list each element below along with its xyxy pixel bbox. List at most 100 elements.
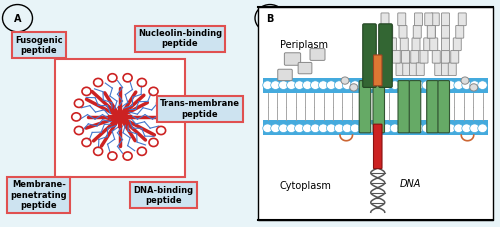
Text: A: A [14,14,21,24]
Circle shape [382,124,392,133]
FancyBboxPatch shape [424,38,432,51]
FancyBboxPatch shape [412,38,420,51]
Circle shape [430,81,440,89]
Text: Nucleolin-binding
peptide: Nucleolin-binding peptide [138,29,222,48]
FancyBboxPatch shape [284,53,300,65]
FancyBboxPatch shape [442,38,450,51]
FancyBboxPatch shape [379,24,392,87]
Text: B: B [266,14,274,24]
FancyBboxPatch shape [438,81,450,133]
FancyBboxPatch shape [310,49,325,60]
Circle shape [310,124,320,133]
FancyBboxPatch shape [381,13,389,26]
Circle shape [294,124,304,133]
FancyBboxPatch shape [432,50,440,63]
Circle shape [462,81,471,89]
Circle shape [318,124,328,133]
FancyBboxPatch shape [278,69,292,81]
FancyBboxPatch shape [388,38,396,51]
FancyBboxPatch shape [414,13,422,26]
FancyBboxPatch shape [55,59,185,177]
Circle shape [334,81,344,89]
Circle shape [358,81,368,89]
Circle shape [446,81,456,89]
FancyBboxPatch shape [399,25,407,38]
FancyBboxPatch shape [398,13,406,26]
Circle shape [478,81,487,89]
FancyBboxPatch shape [428,25,436,38]
Circle shape [342,124,352,133]
FancyBboxPatch shape [400,38,408,51]
FancyBboxPatch shape [411,50,419,63]
Circle shape [470,124,480,133]
Circle shape [446,124,456,133]
Circle shape [286,81,296,89]
FancyBboxPatch shape [298,62,312,74]
Text: Fusogenic
peptide: Fusogenic peptide [15,36,62,55]
FancyBboxPatch shape [451,50,459,63]
FancyBboxPatch shape [396,63,404,76]
FancyBboxPatch shape [392,50,400,63]
Text: Periplasm: Periplasm [280,40,328,50]
Circle shape [470,81,480,89]
Circle shape [461,77,469,84]
FancyBboxPatch shape [373,81,384,133]
Circle shape [358,124,368,133]
Circle shape [422,81,432,89]
Circle shape [318,81,328,89]
Circle shape [462,124,471,133]
FancyBboxPatch shape [456,25,464,38]
Circle shape [374,124,384,133]
Circle shape [326,81,336,89]
Circle shape [390,124,400,133]
Circle shape [350,84,358,91]
FancyBboxPatch shape [410,63,418,76]
FancyBboxPatch shape [402,50,409,63]
Circle shape [478,124,487,133]
Circle shape [454,124,464,133]
Text: DNA: DNA [400,179,421,189]
FancyBboxPatch shape [427,81,438,133]
Circle shape [414,124,424,133]
FancyBboxPatch shape [442,25,450,38]
Circle shape [406,124,415,133]
FancyBboxPatch shape [374,124,382,169]
Circle shape [350,81,360,89]
FancyBboxPatch shape [363,24,376,87]
FancyBboxPatch shape [431,13,440,26]
FancyBboxPatch shape [442,50,450,63]
Circle shape [366,124,376,133]
Circle shape [270,81,280,89]
Circle shape [430,124,440,133]
Circle shape [382,81,392,89]
FancyBboxPatch shape [458,13,466,26]
FancyBboxPatch shape [442,13,450,26]
FancyBboxPatch shape [258,7,492,220]
Circle shape [341,77,349,84]
Circle shape [302,124,312,133]
Circle shape [278,81,288,89]
FancyBboxPatch shape [430,38,438,51]
Circle shape [406,81,415,89]
Text: Trans-membrane
peptide: Trans-membrane peptide [160,99,240,119]
Circle shape [302,81,312,89]
Text: Membrane-
penetrating
peptide: Membrane- penetrating peptide [10,180,67,210]
Circle shape [334,124,344,133]
FancyBboxPatch shape [359,81,371,133]
Circle shape [390,81,400,89]
FancyBboxPatch shape [425,13,433,26]
Circle shape [398,81,407,89]
FancyBboxPatch shape [413,25,421,38]
Circle shape [414,81,424,89]
Circle shape [326,124,336,133]
FancyBboxPatch shape [435,63,443,76]
Circle shape [278,124,288,133]
FancyBboxPatch shape [403,63,411,76]
FancyBboxPatch shape [409,81,421,133]
FancyBboxPatch shape [448,63,456,76]
Circle shape [263,124,272,133]
FancyBboxPatch shape [262,120,488,135]
Circle shape [422,124,432,133]
Text: Cytoplasm: Cytoplasm [280,181,332,191]
Circle shape [366,81,376,89]
